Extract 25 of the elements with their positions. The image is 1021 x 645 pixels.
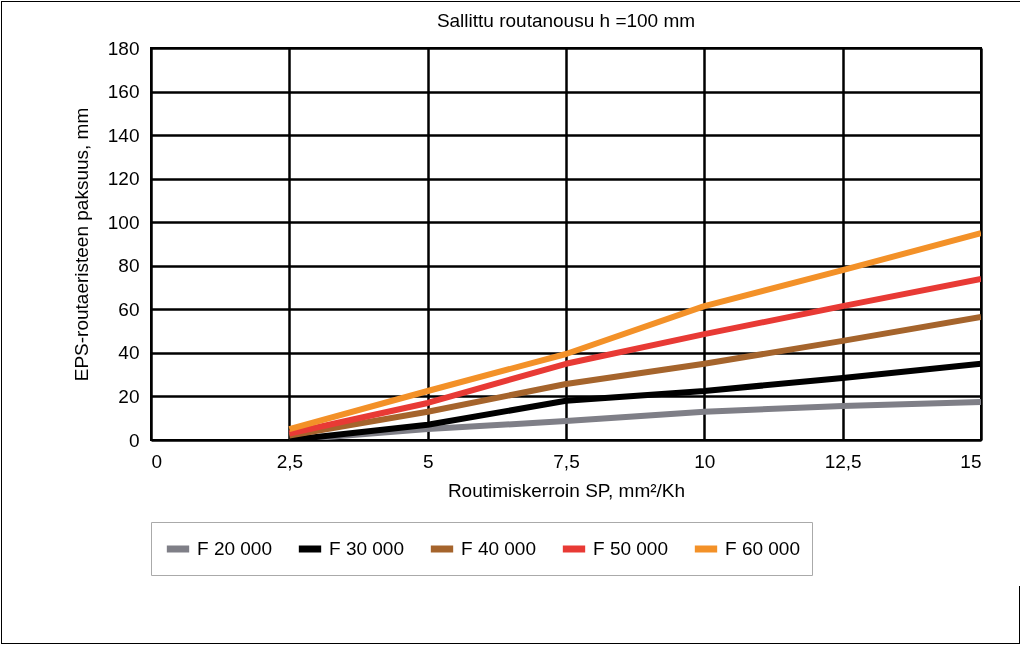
y-tick-label: 160 [107, 81, 140, 103]
x-tick-label: 12,5 [824, 450, 862, 472]
x-tick-label: 2,5 [276, 450, 304, 472]
x-tick-label: 5 [422, 450, 434, 472]
y-tick-label: 20 [118, 385, 140, 407]
legend-label: F 50 000 [593, 538, 668, 559]
x-tick-label: 7,5 [553, 450, 580, 472]
y-tick-label: 120 [107, 168, 140, 190]
y-tick-label: 80 [118, 255, 140, 277]
y-axis-title: EPS-routaeristeen paksuus, mm [70, 107, 92, 382]
y-tick-label: 0 [128, 429, 140, 451]
legend-label: F 60 000 [725, 538, 800, 559]
x-axis-title: Routimiskerroin SP, mm²/Kh [447, 479, 686, 501]
y-tick-label: 180 [107, 37, 140, 59]
x-tick-label: 0 [151, 450, 163, 472]
y-tick-label: 100 [107, 211, 140, 233]
x-tick-label: 10 [694, 450, 716, 472]
legend-label: F 30 000 [329, 538, 404, 559]
y-tick-label: 140 [107, 124, 140, 146]
legend-label: F 20 000 [197, 538, 272, 559]
x-tick-label: 15 [960, 450, 982, 472]
legend-label: F 40 000 [461, 538, 536, 559]
y-tick-label: 60 [118, 298, 140, 320]
y-tick-label: 40 [118, 342, 140, 364]
chart-title: Sallittu routanousu h =100 mm [436, 10, 696, 31]
